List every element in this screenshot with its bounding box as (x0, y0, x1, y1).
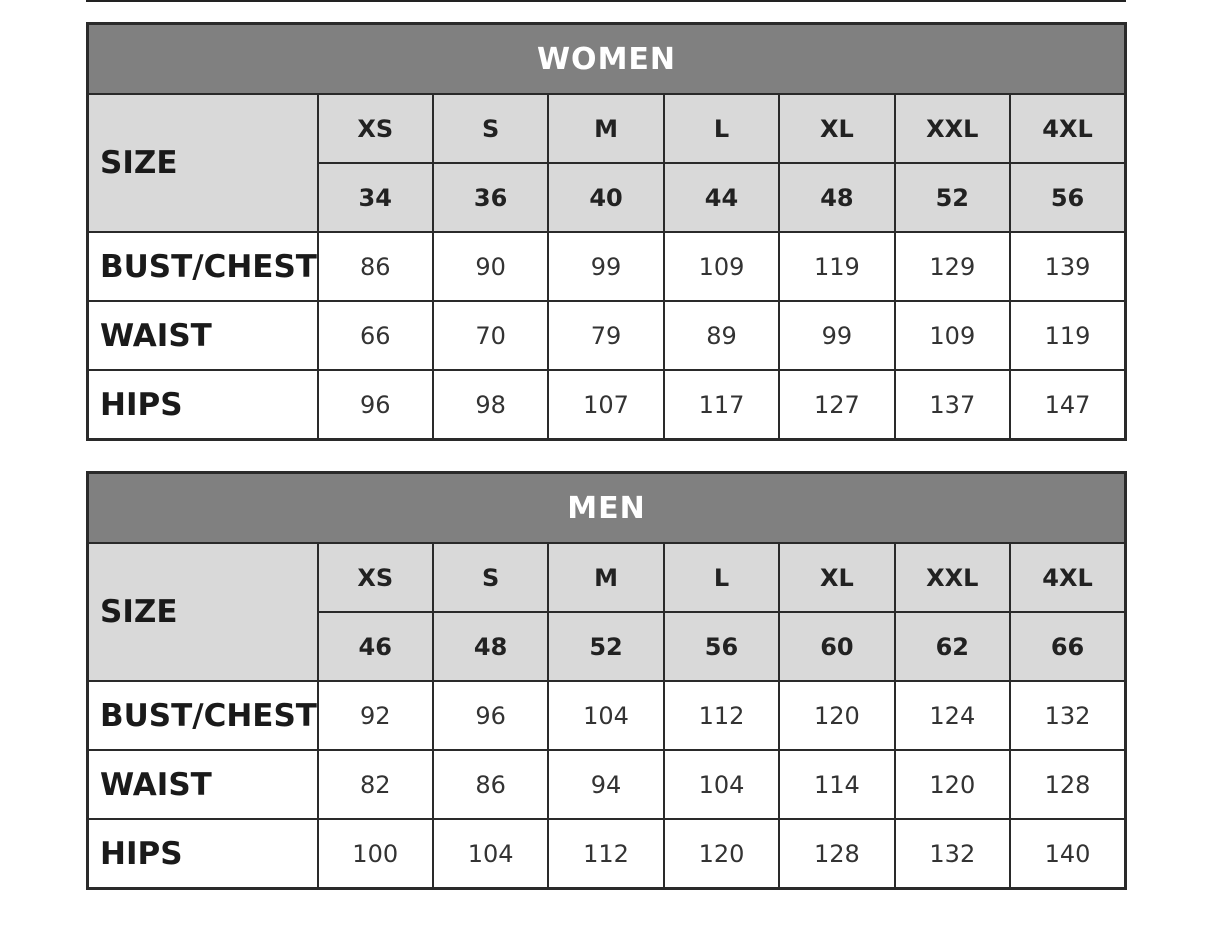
measurement-value: 96 (431, 680, 550, 751)
size-number-cell: 56 (662, 611, 781, 682)
size-letter-cell: 4XL (1009, 93, 1127, 164)
measurement-value: 128 (778, 818, 896, 890)
measurement-value: 70 (431, 300, 550, 371)
measurement-value: 139 (1009, 231, 1127, 302)
measurement-value: 104 (547, 680, 665, 751)
measurement-value: 137 (893, 369, 1012, 441)
size-letter-cell: XXL (893, 542, 1012, 613)
measurement-value: 96 (316, 369, 434, 441)
size-letter-cell: S (431, 542, 550, 613)
measurement-value: 79 (547, 300, 665, 371)
table-row: WAIST 82 86 94 104 114 120 128 (86, 749, 1127, 820)
measurement-value: 124 (893, 680, 1012, 751)
measurement-value: 99 (778, 300, 896, 371)
measurement-value: 89 (662, 300, 781, 371)
size-label: SIZE (86, 93, 319, 233)
measurement-value: 99 (547, 231, 665, 302)
size-number-cell: 48 (778, 162, 896, 233)
measurement-value: 128 (1009, 749, 1127, 820)
measurement-value: 147 (1009, 369, 1127, 441)
size-letter-cell: XS (316, 542, 434, 613)
measurement-value: 109 (662, 231, 781, 302)
measurement-value: 66 (316, 300, 434, 371)
size-letter-cell: 4XL (1009, 542, 1127, 613)
measurement-label: BUST/CHEST (86, 231, 319, 302)
size-letter-cell: M (547, 93, 665, 164)
size-letter-cell: L (662, 93, 781, 164)
measurement-value: 119 (1009, 300, 1127, 371)
size-number-cell: 44 (662, 162, 781, 233)
size-number-cell: 56 (1009, 162, 1127, 233)
size-letter-cell: XL (778, 93, 896, 164)
measurement-value: 104 (431, 818, 550, 890)
title-row: WOMEN (86, 22, 1127, 95)
measurement-value: 92 (316, 680, 434, 751)
size-number-cell: 52 (893, 162, 1012, 233)
measurement-value: 100 (316, 818, 434, 890)
measurement-value: 120 (778, 680, 896, 751)
size-number-cell: 36 (431, 162, 550, 233)
measurement-label: BUST/CHEST (86, 680, 319, 751)
size-number-cell: 46 (316, 611, 434, 682)
measurement-value: 112 (662, 680, 781, 751)
size-letter-cell: XL (778, 542, 896, 613)
size-letter-cell: L (662, 542, 781, 613)
table-title: WOMEN (86, 22, 1127, 95)
size-number-cell: 52 (547, 611, 665, 682)
table-row: BUST/CHEST 92 96 104 112 120 124 132 (86, 680, 1127, 751)
measurement-label: WAIST (86, 749, 319, 820)
measurement-value: 109 (893, 300, 1012, 371)
measurement-label: WAIST (86, 300, 319, 371)
size-number-cell: 40 (547, 162, 665, 233)
measurement-value: 140 (1009, 818, 1127, 890)
measurement-value: 82 (316, 749, 434, 820)
table-row: WAIST 66 70 79 89 99 109 119 (86, 300, 1127, 371)
measurement-value: 119 (778, 231, 896, 302)
measurement-value: 120 (662, 818, 781, 890)
measurement-value: 94 (547, 749, 665, 820)
table-row: BUST/CHEST 86 90 99 109 119 129 139 (86, 231, 1127, 302)
size-number-cell: 34 (316, 162, 434, 233)
measurement-value: 127 (778, 369, 896, 441)
size-number-cell: 66 (1009, 611, 1127, 682)
measurement-value: 129 (893, 231, 1012, 302)
size-number-row: 34 36 40 44 48 52 56 (88, 162, 1127, 233)
table-title: MEN (86, 471, 1127, 544)
measurement-value: 120 (893, 749, 1012, 820)
size-letter-cell: S (431, 93, 550, 164)
measurement-value: 132 (1009, 680, 1127, 751)
measurement-value: 86 (431, 749, 550, 820)
size-label: SIZE (86, 542, 319, 682)
measurement-value: 112 (547, 818, 665, 890)
measurement-value: 104 (662, 749, 781, 820)
title-row: MEN (86, 471, 1127, 544)
size-number-row: 46 48 52 56 60 62 66 (88, 611, 1127, 682)
partial-table-above (86, 0, 1126, 2)
men-size-table: MEN SIZE XS S M L XL XXL 4XL 46 48 52 56 60 62 66 BUST/C… (86, 471, 1127, 890)
size-number-cell: 48 (431, 611, 550, 682)
size-letter-row: SIZE XS S M L XL XXL 4XL (86, 542, 1127, 682)
size-letter-row: SIZE XS S M L XL XXL 4XL (86, 93, 1127, 233)
measurement-value: 98 (431, 369, 550, 441)
women-size-table: WOMEN SIZE XS S M L XL XXL 4XL 34 36 40 44 48 52 56 BUST… (86, 22, 1127, 441)
size-number-cell: 62 (893, 611, 1012, 682)
measurement-label: HIPS (86, 369, 319, 441)
measurement-label: HIPS (86, 818, 319, 890)
size-letter-cell: XXL (893, 93, 1012, 164)
measurement-value: 114 (778, 749, 896, 820)
measurement-value: 90 (431, 231, 550, 302)
measurement-value: 107 (547, 369, 665, 441)
measurement-value: 86 (316, 231, 434, 302)
measurement-value: 117 (662, 369, 781, 441)
table-row: HIPS 100 104 112 120 128 132 140 (86, 818, 1127, 890)
size-number-cell: 60 (778, 611, 896, 682)
size-letter-cell: M (547, 542, 665, 613)
size-letter-cell: XS (316, 93, 434, 164)
table-row: HIPS 96 98 107 117 127 137 147 (86, 369, 1127, 441)
measurement-value: 132 (893, 818, 1012, 890)
